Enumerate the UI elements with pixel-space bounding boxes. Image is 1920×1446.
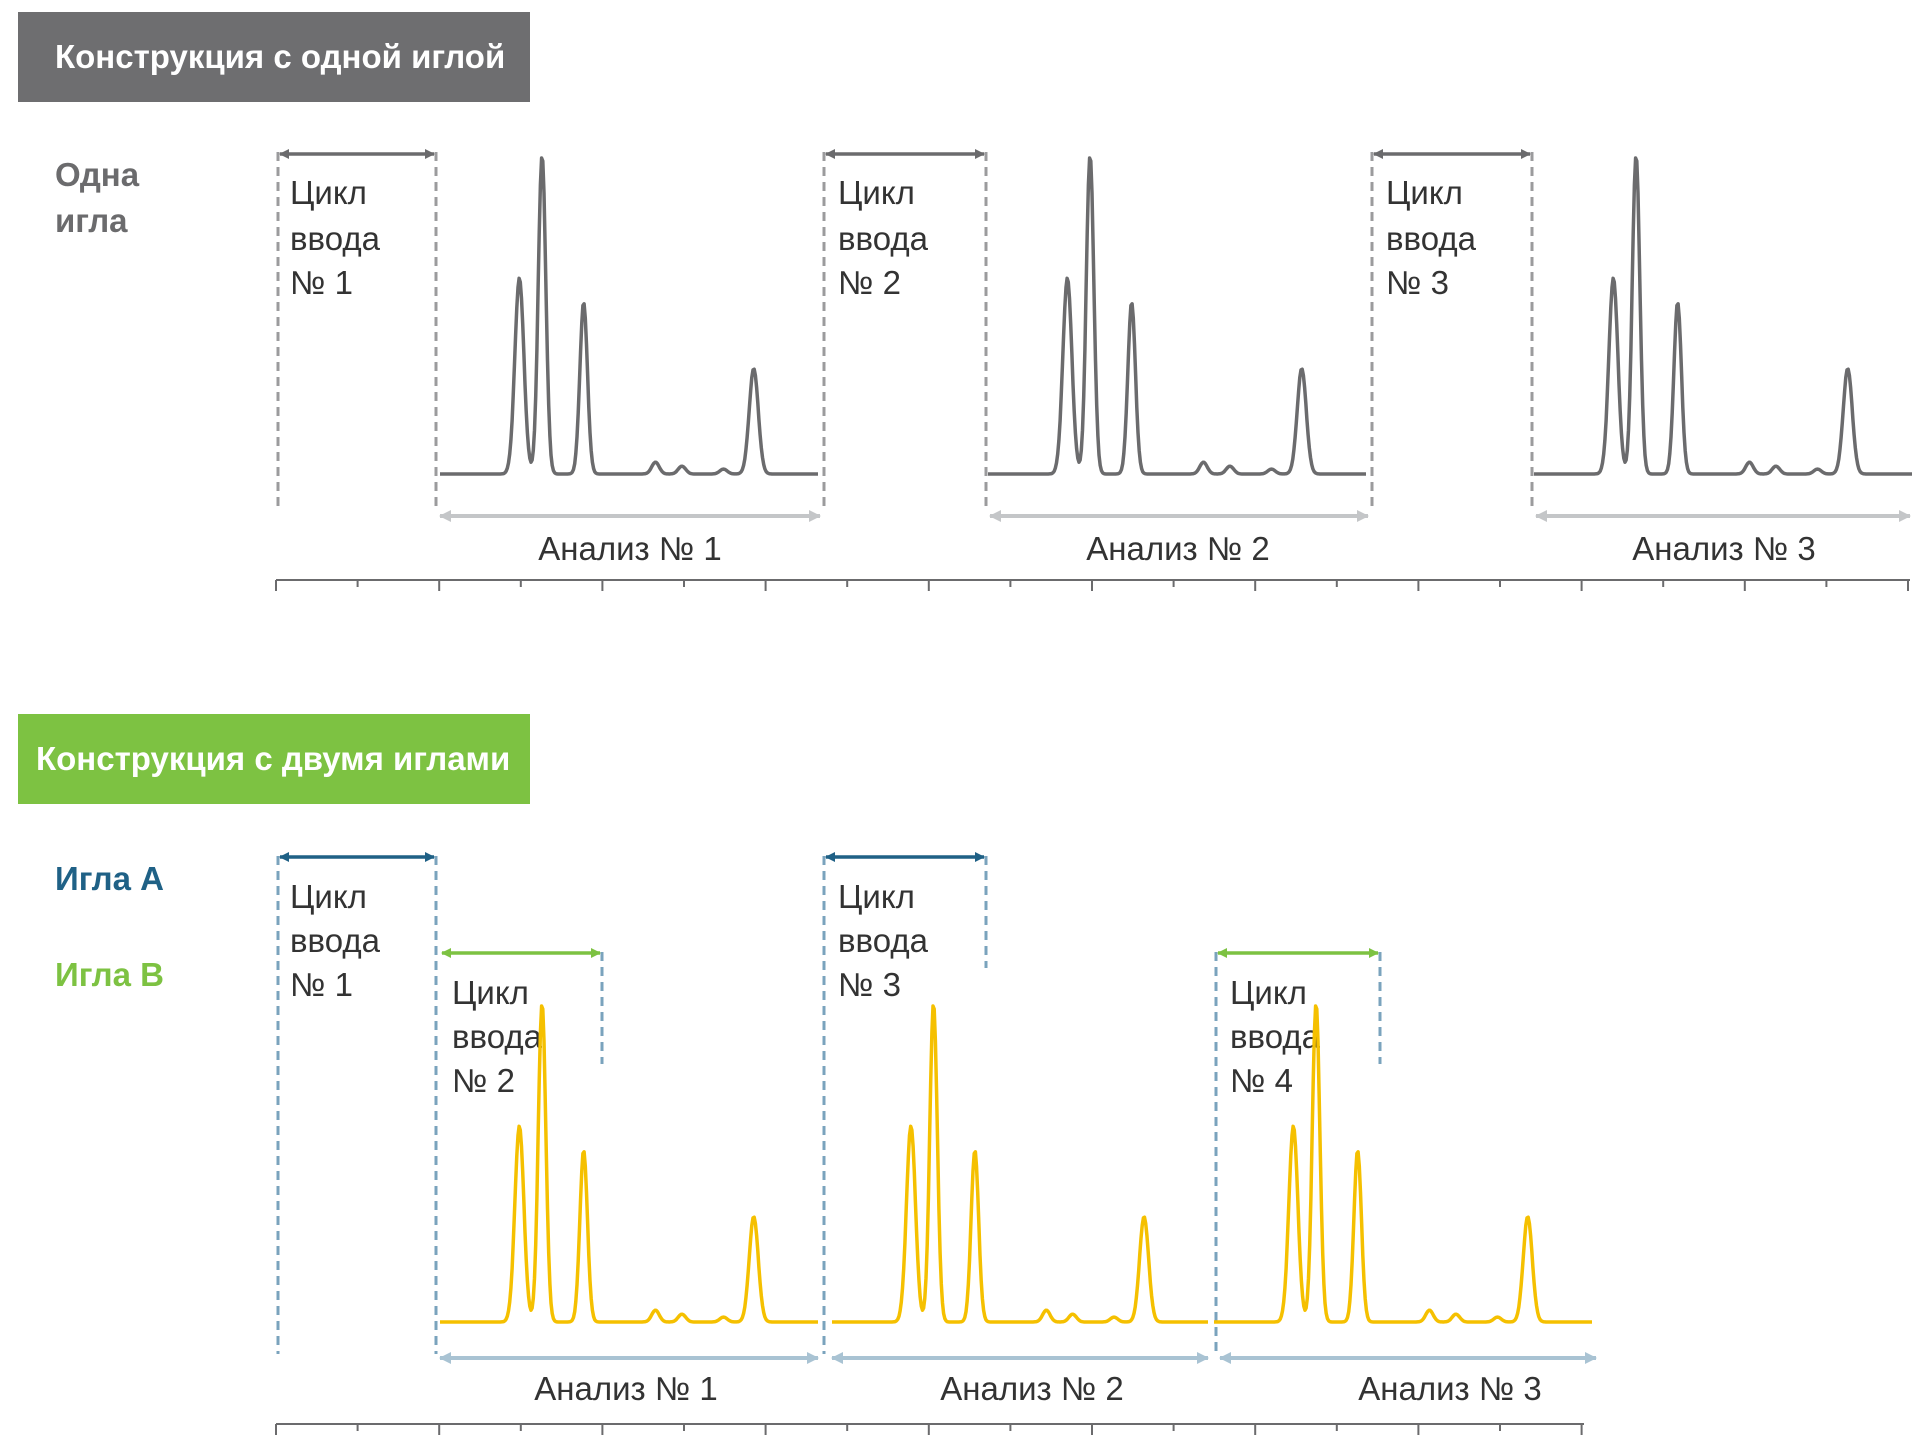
svg-text:Цикл: Цикл	[838, 174, 915, 211]
svg-text:ввода: ввода	[290, 922, 381, 959]
dual-cycle1-label: Цикл ввода № 1	[290, 878, 381, 1003]
svg-text:Цикл: Цикл	[1386, 174, 1463, 211]
svg-text:№ 1: № 1	[290, 966, 353, 1003]
dual-analysis2-label: Анализ № 2	[940, 1370, 1124, 1407]
single-time-axis-ticks	[275, 580, 1909, 591]
single-design-title: Конструкция с одной иглой	[55, 38, 505, 75]
svg-text:Цикл: Цикл	[838, 878, 915, 915]
needle-b-label: Игла B	[55, 956, 164, 993]
svg-text:Цикл: Цикл	[290, 174, 367, 211]
dual-chromatogram-run3	[1213, 1004, 1593, 1324]
svg-text:№ 2: № 2	[452, 1062, 515, 1099]
single-chromatogram-run3	[1533, 156, 1913, 476]
dual-chromatogram-run1	[439, 1004, 819, 1324]
single-analysis1-label: Анализ № 1	[538, 530, 722, 567]
svg-text:№ 3: № 3	[1386, 264, 1449, 301]
dual-chromatogram-run2	[831, 1004, 1209, 1324]
single-chromatogram-run1	[439, 156, 819, 476]
svg-text:Цикл: Цикл	[290, 878, 367, 915]
svg-text:№ 1: № 1	[290, 264, 353, 301]
single-cycle1-label: Цикл ввода № 1	[290, 174, 381, 301]
single-chromatogram-run2	[987, 156, 1367, 476]
svg-text:ввода: ввода	[838, 922, 929, 959]
single-needle-label-line1: Одна	[55, 156, 140, 193]
svg-text:№ 4: № 4	[1230, 1062, 1293, 1099]
single-cycle3-label: Цикл ввода № 3	[1386, 174, 1477, 301]
single-needle-label-line2: игла	[55, 202, 128, 239]
single-cycle2-label: Цикл ввода № 2	[838, 174, 929, 301]
svg-text:ввода: ввода	[290, 220, 381, 257]
svg-text:№ 2: № 2	[838, 264, 901, 301]
dual-design-banner	[18, 714, 530, 804]
svg-text:Цикл: Цикл	[1230, 974, 1307, 1011]
dual-cycle2-label: Цикл ввода № 2	[452, 974, 543, 1099]
single-analysis3-label: Анализ № 3	[1632, 530, 1816, 567]
svg-text:Цикл: Цикл	[452, 974, 529, 1011]
dual-analysis1-label: Анализ № 1	[534, 1370, 718, 1407]
needle-a-label: Игла A	[55, 860, 164, 897]
svg-text:ввода: ввода	[1386, 220, 1477, 257]
dual-analysis3-label: Анализ № 3	[1358, 1370, 1542, 1407]
svg-text:№ 3: № 3	[838, 966, 901, 1003]
dual-cycle3-label: Цикл ввода № 3	[838, 878, 929, 1003]
single-design-banner	[18, 12, 530, 102]
dual-design-title: Конструкция с двумя иглами	[36, 740, 510, 777]
dual-cycle4-label: Цикл ввода № 4	[1230, 974, 1321, 1099]
single-analysis2-label: Анализ № 2	[1086, 530, 1270, 567]
svg-text:ввода: ввода	[452, 1018, 543, 1055]
svg-text:ввода: ввода	[838, 220, 929, 257]
dual-time-axis-ticks	[275, 1424, 1583, 1435]
svg-text:ввода: ввода	[1230, 1018, 1321, 1055]
